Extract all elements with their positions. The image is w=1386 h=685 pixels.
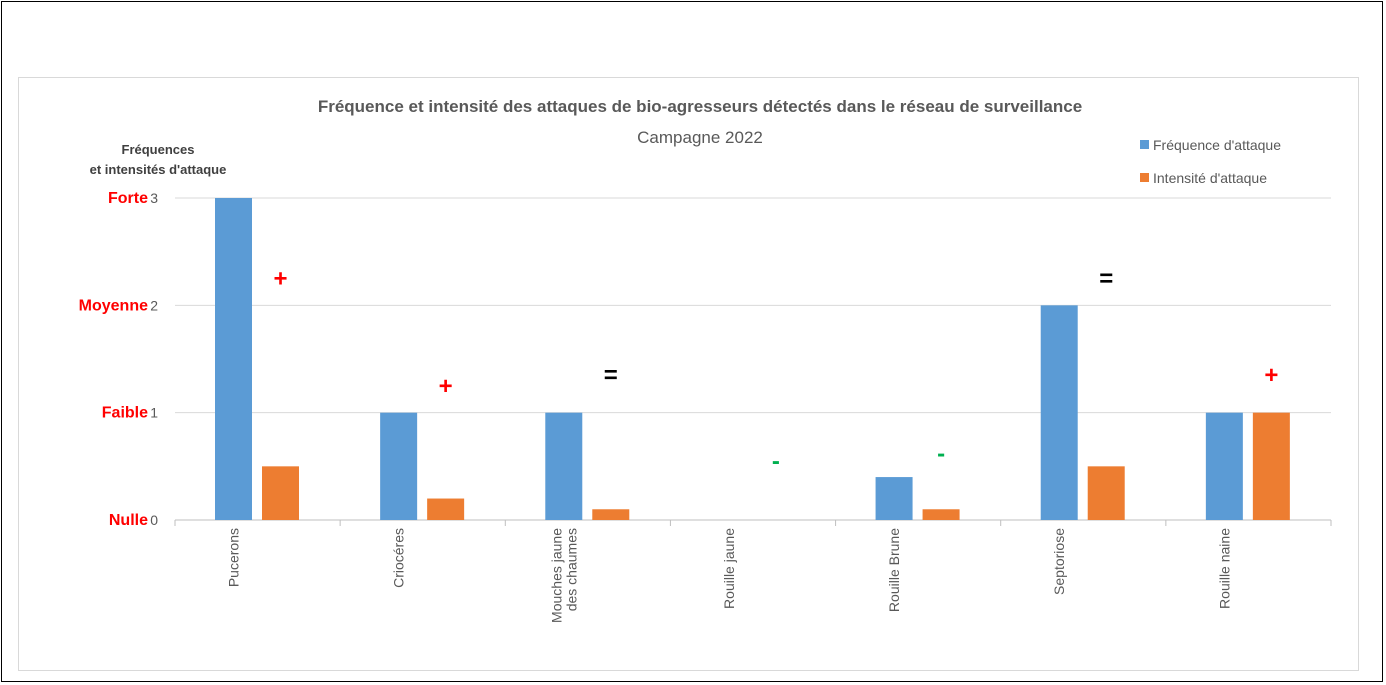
chart-title: Fréquence et intensité des attaques de b… bbox=[318, 97, 1082, 116]
x-tick-label: Criocéres bbox=[391, 528, 407, 588]
y-tick-label: 0 bbox=[150, 512, 158, 528]
trend-marker: + bbox=[439, 373, 453, 400]
bar-intensity bbox=[922, 509, 960, 520]
x-axis: Pucerons Criocéres Mouches jaunedes chaume… bbox=[174, 520, 1332, 623]
chart-subtitle: Campagne 2022 bbox=[637, 128, 763, 147]
trend-marker: + bbox=[1264, 362, 1278, 389]
bar-intensity bbox=[262, 466, 299, 520]
bar-frequency bbox=[1040, 305, 1078, 520]
bar-frequency bbox=[545, 412, 583, 520]
legend-label-frequency: Fréquence d'attaque bbox=[1153, 137, 1281, 153]
trend-marker: = bbox=[1099, 266, 1113, 293]
legend-swatch-intensity bbox=[1140, 173, 1149, 182]
level-label: Moyenne bbox=[79, 297, 148, 314]
level-label: Faible bbox=[102, 405, 148, 422]
x-tick-label: Rouille jaune bbox=[721, 528, 737, 609]
trend-markers: + + = - - = + bbox=[273, 266, 1278, 475]
gridlines bbox=[175, 197, 1331, 521]
x-tick-label: Mouches jaunedes chaumes bbox=[548, 528, 579, 623]
trend-marker: - bbox=[772, 448, 780, 475]
bar-frequency bbox=[215, 198, 252, 520]
bar-frequency bbox=[875, 477, 913, 520]
bars bbox=[215, 198, 1290, 520]
legend-swatch-frequency bbox=[1140, 140, 1149, 149]
x-tick-label: Rouille Brune bbox=[886, 528, 902, 612]
trend-marker: = bbox=[604, 362, 618, 389]
trend-marker: - bbox=[937, 440, 945, 467]
bar-intensity bbox=[1252, 412, 1290, 520]
y-axis-label-line-1: Fréquences bbox=[122, 142, 195, 157]
bar-intensity bbox=[427, 498, 465, 520]
level-label: Nulle bbox=[109, 512, 148, 529]
bar-intensity bbox=[1087, 466, 1125, 520]
bar-frequency bbox=[1205, 412, 1243, 520]
chart-frame bbox=[18, 77, 1359, 671]
legend: Fréquence d'attaque Intensité d'attaque bbox=[1140, 137, 1281, 186]
trend-marker: + bbox=[273, 266, 287, 293]
legend-label-intensity: Intensité d'attaque bbox=[1153, 170, 1267, 186]
y-tick-label: 1 bbox=[150, 405, 158, 421]
x-tick-label: Pucerons bbox=[226, 528, 242, 587]
bar-intensity bbox=[592, 509, 630, 520]
x-tick-label: Septoriose bbox=[1051, 528, 1067, 595]
level-label: Forte bbox=[108, 190, 148, 207]
y-tick-label: 3 bbox=[150, 190, 158, 206]
y-tick-label: 2 bbox=[150, 297, 158, 313]
bar-frequency bbox=[380, 412, 418, 520]
x-tick-label: Rouille naine bbox=[1216, 528, 1232, 609]
y-axis-label-line-2: et intensités d'attaque bbox=[90, 162, 227, 177]
